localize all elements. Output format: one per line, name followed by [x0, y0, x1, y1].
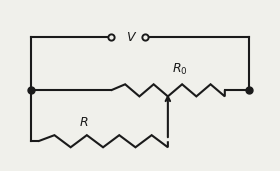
Text: $R$: $R$ — [79, 116, 88, 129]
Text: V: V — [126, 31, 135, 44]
Text: $R_0$: $R_0$ — [172, 62, 188, 77]
